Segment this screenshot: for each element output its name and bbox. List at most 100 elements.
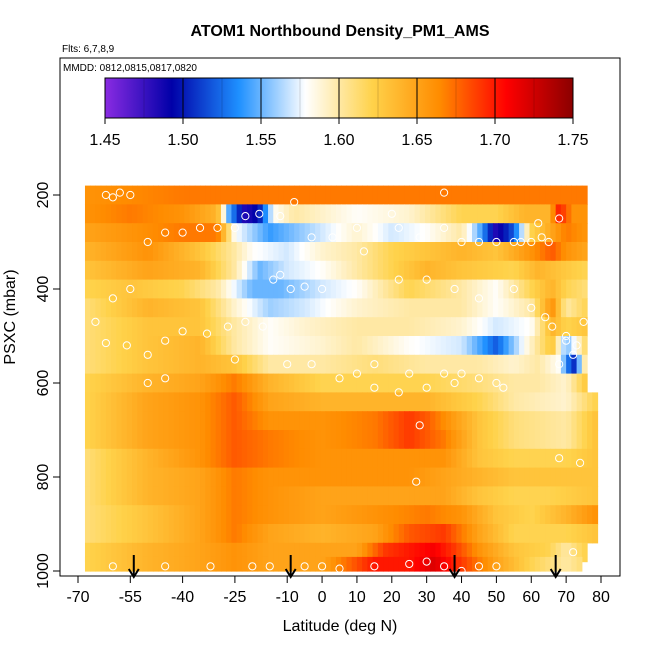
heat-cell	[179, 373, 185, 393]
heat-cell	[111, 373, 117, 393]
heat-cell	[445, 448, 452, 469]
heat-cell	[529, 467, 536, 487]
heat-cell	[336, 467, 342, 487]
heat-cell	[257, 242, 264, 262]
heat-cell	[377, 336, 384, 356]
heat-cell	[189, 223, 196, 243]
heat-cell	[283, 411, 290, 431]
heat-cell	[550, 430, 557, 450]
heat-cell	[163, 260, 170, 281]
observation-point	[544, 237, 553, 247]
heat-cell	[116, 260, 123, 281]
heat-cell	[534, 223, 541, 243]
heat-cell	[519, 542, 525, 563]
heat-cell	[262, 317, 269, 337]
heat-cell	[560, 298, 567, 318]
heat-cell	[571, 354, 578, 375]
heat-cell	[215, 242, 222, 262]
heat-cell	[200, 317, 206, 337]
heat-cell	[147, 505, 154, 525]
heat-cell	[241, 242, 248, 262]
heat-cell	[362, 260, 368, 281]
heat-cell	[566, 260, 572, 281]
heat-cell	[388, 556, 395, 572]
heat-cell	[513, 242, 520, 262]
heat-cell	[179, 430, 185, 450]
heat-cell	[430, 392, 436, 412]
heat-cell	[241, 373, 248, 393]
observation-point	[241, 317, 250, 326]
heat-cell	[330, 298, 337, 318]
heat-cell	[451, 467, 457, 487]
heat-cell	[440, 242, 447, 262]
heat-cell	[393, 505, 400, 525]
observation-point	[474, 294, 484, 303]
heat-cell	[566, 556, 572, 572]
heat-cell	[179, 279, 185, 299]
heat-cell	[132, 486, 138, 506]
x-tick-label: 60	[522, 589, 540, 606]
heat-cell	[383, 430, 389, 450]
heat-cell	[409, 542, 416, 563]
heat-cell	[132, 373, 138, 393]
heat-cell	[309, 279, 316, 299]
heat-cell	[247, 242, 253, 262]
heat-cell	[388, 430, 395, 450]
heat-cell	[184, 298, 191, 318]
heat-cell	[283, 223, 290, 243]
heat-cell	[158, 317, 165, 337]
x-tick-label: 30	[418, 589, 436, 606]
heat-cell	[189, 336, 196, 356]
heat-cell	[252, 411, 259, 431]
heat-cell	[519, 223, 525, 243]
heat-cell	[90, 204, 97, 224]
heat-cell	[194, 556, 201, 572]
heat-cell	[498, 336, 504, 356]
heat-cell	[121, 556, 128, 572]
heat-cell	[262, 204, 269, 224]
heat-cell	[519, 298, 525, 318]
heat-cell	[498, 354, 504, 375]
heat-cell	[252, 373, 259, 393]
heat-cell	[247, 524, 253, 544]
heat-cell	[189, 354, 196, 375]
heat-cell	[200, 354, 206, 375]
heat-cell	[163, 556, 170, 572]
heat-cell	[571, 279, 578, 299]
heat-cell	[404, 317, 410, 337]
heat-cell	[388, 279, 395, 299]
heat-cell	[372, 486, 379, 506]
heat-cell	[414, 242, 421, 262]
observation-point	[161, 374, 170, 383]
heat-cell	[116, 505, 123, 525]
heat-cell	[268, 223, 274, 243]
heat-cell	[315, 336, 321, 356]
heat-cell	[126, 411, 133, 431]
heat-cell	[116, 430, 123, 450]
heat-cell	[241, 411, 248, 431]
heat-cell	[163, 185, 170, 205]
heat-cell	[388, 204, 395, 224]
heat-cell	[440, 223, 447, 243]
heat-cell	[398, 542, 405, 563]
heat-cell	[210, 317, 217, 337]
heat-cell	[576, 242, 583, 262]
heat-cell	[189, 392, 196, 412]
heat-cell	[236, 242, 243, 262]
heat-cell	[388, 505, 395, 525]
heat-cell	[341, 430, 348, 450]
heat-cell	[513, 336, 520, 356]
heat-cell	[372, 185, 379, 205]
heat-cell	[126, 260, 133, 281]
heat-cell	[367, 204, 374, 224]
heat-cell	[268, 373, 274, 393]
heat-cell	[126, 467, 133, 487]
heat-cell	[299, 505, 306, 525]
heat-cell	[356, 223, 363, 243]
heat-cell	[132, 223, 138, 243]
heat-cell	[404, 260, 410, 281]
heat-cell	[283, 260, 290, 281]
heat-cell	[545, 467, 552, 487]
heat-cell	[105, 467, 112, 487]
heat-cell	[111, 185, 117, 205]
